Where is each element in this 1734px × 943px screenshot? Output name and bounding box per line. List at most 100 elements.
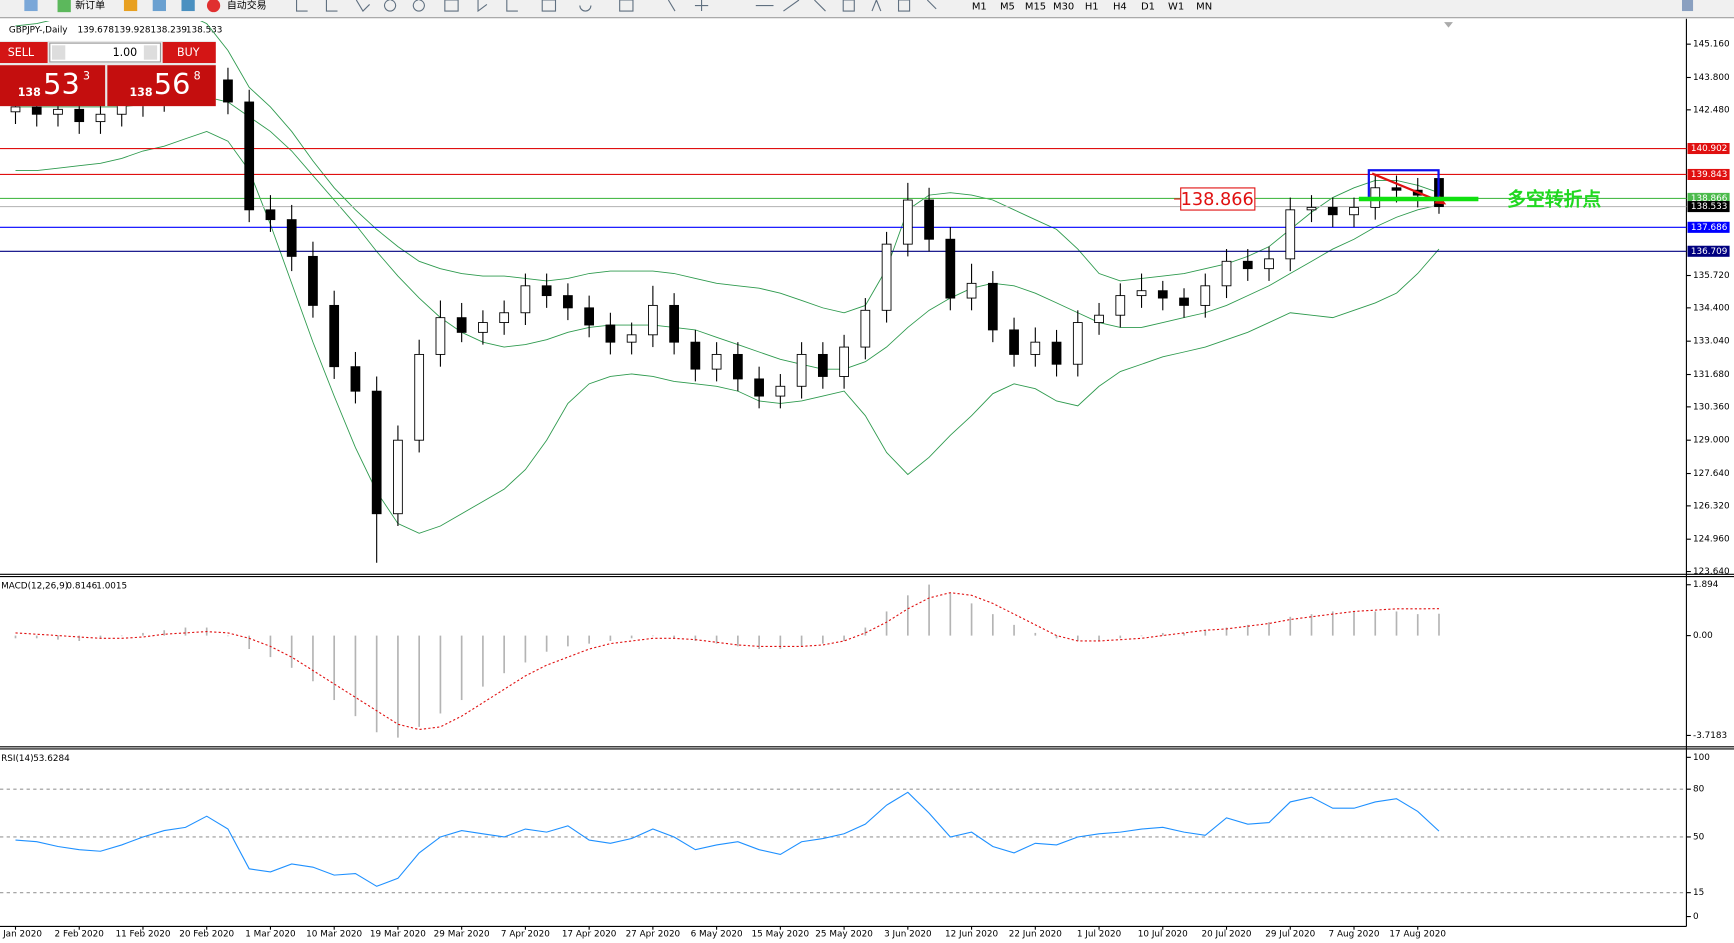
- level-label: 137.686: [1691, 223, 1728, 233]
- x-tick-label: 7 Apr 2020: [501, 930, 550, 940]
- candle-body: [711, 353, 722, 370]
- toolbar-tools[interactable]: [296, 0, 937, 13]
- timeframe-button[interactable]: H1: [1085, 2, 1099, 13]
- candle-body: [1327, 206, 1338, 216]
- macd-plot: [14, 584, 1440, 738]
- candle-body: [95, 113, 106, 123]
- macd-bar: [970, 603, 973, 636]
- candle-body: [648, 304, 658, 336]
- chart-symbol: GBPJPY-,Daily: [9, 25, 68, 35]
- candle-body: [223, 79, 233, 103]
- macd-bar: [1161, 632, 1164, 636]
- macd-bar: [673, 635, 675, 639]
- macd-bar: [715, 635, 718, 644]
- level-label-bg: [1687, 245, 1730, 257]
- candle-body: [1115, 295, 1126, 316]
- candle-body: [541, 285, 552, 297]
- x-tick-label: 7 Aug 2020: [1329, 930, 1380, 940]
- timeframe-button[interactable]: H4: [1113, 2, 1127, 13]
- macd-bar: [1374, 611, 1377, 636]
- buy-button[interactable]: [162, 42, 216, 64]
- timeframe-button[interactable]: M1: [972, 2, 987, 13]
- timeframe-button[interactable]: MN: [1196, 2, 1212, 13]
- level-label: 136.709: [1691, 247, 1728, 257]
- rsi-line: [15, 791, 1440, 887]
- candle-body: [626, 334, 637, 343]
- lot-input[interactable]: [49, 42, 162, 63]
- lot-up[interactable]: [143, 45, 158, 60]
- candle-body: [265, 209, 276, 221]
- candle-body: [1306, 206, 1317, 211]
- x-tick-label: 20 Feb 2020: [179, 930, 234, 940]
- macd-bar: [779, 635, 782, 650]
- x-tick-label: 25 May 2020: [815, 930, 873, 940]
- candle-body: [520, 285, 531, 314]
- price-tag-label: 138.866: [1181, 190, 1254, 210]
- auto-trading-icon[interactable]: [206, 0, 221, 13]
- macd-bar: [1204, 630, 1207, 636]
- macd-bar: [758, 635, 760, 650]
- sell-price-point[interactable]: 3: [83, 69, 90, 82]
- candle-body: [31, 106, 42, 115]
- macd-bar: [1246, 624, 1249, 636]
- y-tick-label: 0: [1693, 912, 1699, 922]
- sell-button[interactable]: [0, 42, 48, 64]
- macd-bar: [822, 635, 824, 644]
- candle-body: [74, 108, 85, 123]
- macd-bar: [397, 635, 399, 738]
- candle-body: [690, 341, 701, 370]
- candle-body: [1391, 187, 1402, 191]
- candle-body: [1242, 260, 1253, 270]
- candle-body: [563, 295, 573, 309]
- y-tick-label: 135.720: [1693, 271, 1730, 281]
- macd-bar: [885, 611, 888, 636]
- y-tick-label: 134.400: [1693, 303, 1730, 313]
- candle-body: [329, 304, 340, 368]
- timeframe-button[interactable]: M30: [1053, 2, 1074, 13]
- new-order-icon[interactable]: [57, 0, 71, 13]
- buy-price-big[interactable]: 138: [129, 86, 152, 99]
- timeframe-button[interactable]: W1: [1168, 2, 1184, 13]
- candle-body: [1030, 341, 1041, 355]
- lot-down[interactable]: [52, 45, 66, 60]
- sell-price-big[interactable]: 138: [18, 86, 41, 99]
- candle-body: [754, 378, 764, 397]
- auto-trading-button[interactable]: 自动交易: [227, 0, 267, 12]
- macd-bar: [524, 635, 527, 663]
- candle-body: [286, 219, 297, 257]
- candle-body: [945, 238, 956, 299]
- buy-label[interactable]: BUY: [177, 46, 200, 59]
- macd-bar: [163, 630, 166, 636]
- candle-body: [902, 199, 913, 245]
- macd-bar: [1225, 627, 1228, 636]
- candle-body: [732, 353, 743, 380]
- level-label-bg: [1687, 192, 1730, 204]
- timeframe-button[interactable]: M5: [1000, 2, 1015, 13]
- sell-price-pips[interactable]: 53: [43, 67, 80, 101]
- macd-bar: [1331, 611, 1334, 636]
- y-tick-label: 100: [1693, 753, 1710, 763]
- y-tick-label: 126.320: [1693, 501, 1730, 511]
- toolbar-icon[interactable]: [123, 0, 138, 12]
- macd-bar: [1353, 611, 1355, 636]
- candle-body: [1264, 258, 1274, 270]
- buy-price-pips[interactable]: 56: [154, 67, 191, 101]
- timeframe-button[interactable]: D1: [1141, 2, 1155, 13]
- sell-label[interactable]: SELL: [8, 46, 35, 59]
- buy-price-box[interactable]: [107, 65, 216, 107]
- macd-bar: [1183, 632, 1185, 636]
- sell-price-box[interactable]: [0, 65, 106, 107]
- toolbar-icon[interactable]: [152, 0, 166, 12]
- candle-body: [1200, 285, 1211, 306]
- candle-body: [1285, 209, 1296, 260]
- timeframe-button[interactable]: M15: [1025, 2, 1046, 13]
- buy-price-point[interactable]: 8: [194, 69, 201, 82]
- lot-value[interactable]: 1.00: [113, 46, 138, 59]
- toolbar-icon[interactable]: [24, 0, 38, 12]
- toolbar-icon[interactable]: [1681, 0, 1694, 12]
- new-order-button[interactable]: 新订单: [75, 0, 105, 12]
- macd-bar: [248, 635, 251, 650]
- toolbar-icon[interactable]: [181, 0, 195, 12]
- level-label: 139.843: [1691, 170, 1728, 180]
- header-close: 138.533: [186, 25, 223, 35]
